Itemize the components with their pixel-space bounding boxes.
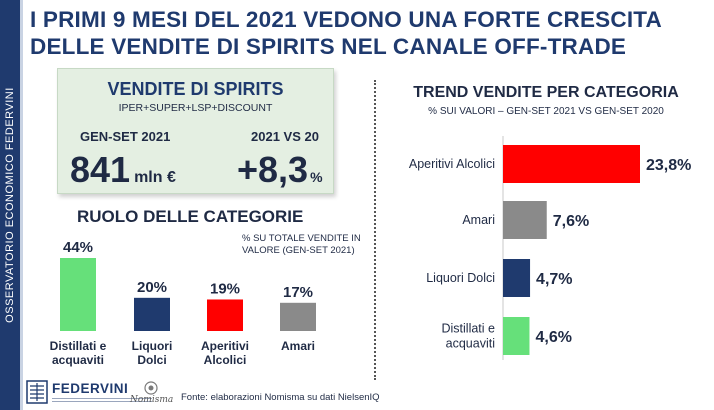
sidebar-band: OSSERVATORIO ECONOMICO FEDERVINI [0,0,20,410]
trend-value-label: 7,6% [553,213,589,230]
kpi-sales-number: 841 [70,149,131,190]
trend-bar [503,259,531,297]
kpi-title: VENDITE DI SPIRITS [107,79,284,99]
trend-category-label: Amari [462,213,495,227]
federvini-emblem-icon [26,380,48,404]
roles-chart-title: RUOLO DELLE CATEGORIE [77,207,304,226]
nomisma-logo-text: Nomisma [130,395,174,405]
trend-value-label: 4,7% [536,271,572,288]
trend-value-label: 4,6% [535,329,571,346]
roles-bar [60,258,96,331]
roles-value-label: 19% [210,280,240,297]
section-divider [374,80,376,380]
roles-bar [134,297,170,331]
trend-bar [503,145,640,183]
trend-bar-chart: 23,8% Aperitivi Alcolici 7,6% Amari 4,7% Liqu… [409,136,691,360]
roles-category-label: Dolci [137,353,166,367]
kpi-sales-unit: mln € [134,169,176,186]
kpi-compare-label: 2021 VS 20 [251,129,319,144]
nomisma-logo: Nomisma [130,380,174,408]
roles-value-label: 20% [137,279,167,296]
kpi-sales-value: 841 mln € [70,149,176,191]
kpi-card: VENDITE DI SPIRITS IPER+SUPER+LSP+DISCOU… [57,68,334,194]
source-note: Fonte: elaborazioni Nomisma su dati Niel… [181,392,380,403]
roles-category-label: acquaviti [52,353,104,367]
trend-category-label: Distillati e [442,322,496,336]
kpi-period-label: GEN-SET 2021 [80,129,171,144]
trend-category-label: Liquori Dolci [426,271,495,285]
kpi-growth-unit: % [310,169,323,185]
kpi-subtitle: IPER+SUPER+LSP+DISCOUNT [118,102,273,114]
trend-category-label: Aperitivi Alcolici [409,157,495,171]
roles-category-label: Alcolici [204,353,247,367]
roles-bar [207,299,243,331]
kpi-growth-value: +8,3% [237,149,323,191]
nomisma-emblem-icon [144,381,158,395]
trend-bar [503,201,547,239]
federvini-logo: FEDERVINI [26,378,166,408]
roles-bar [280,302,316,331]
trend-chart-subtitle: % SUI VALORI – GEN-SET 2021 VS GEN-SET 2… [428,106,664,117]
trend-chart-title: TREND VENDITE PER CATEGORIA [413,84,679,101]
roles-category-label: Liquori [132,339,173,353]
roles-category-label: Aperitivi [201,339,249,353]
sidebar-label: OSSERVATORIO ECONOMICO FEDERVINI [4,87,16,323]
roles-value-label: 17% [283,284,313,301]
trend-bar [503,317,530,355]
slide-title: I PRIMI 9 MESI DEL 2021 VEDONO UNA FORTE… [30,7,662,59]
roles-category-label: Amari [281,339,315,353]
roles-chart-note: % SU TOTALE VENDITE IN VALORE (GEN-SET 2… [242,233,361,256]
roles-value-label: 44% [63,239,93,256]
trend-value-label: 23,8% [646,157,691,174]
federvini-logo-text: FEDERVINI [52,381,129,396]
roles-category-label: Distillati e [50,339,107,353]
federvini-logo-fineprint [52,398,152,402]
sidebar-accent-line [20,0,23,410]
kpi-growth-number: +8,3 [237,149,309,190]
trend-category-label: acquaviti [446,337,495,351]
